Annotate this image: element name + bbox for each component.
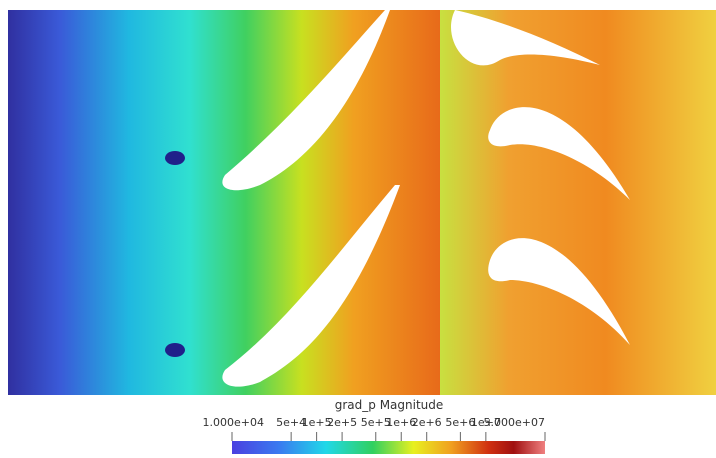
stator-field: [8, 10, 440, 395]
colorbar-limit-label: 1.000e+04: [203, 416, 264, 429]
visualization: grad_p Magnitude 1.000e+045.000e+075e+41…: [0, 0, 716, 454]
rotor-field: [440, 10, 716, 395]
vortex: [165, 343, 185, 357]
colorbar: [232, 441, 545, 454]
colorbar-title: grad_p Magnitude: [335, 398, 444, 412]
colorbar-tick-label: 2e+6: [412, 416, 442, 429]
colorbar-tick-label: 1e+7: [471, 416, 501, 429]
vortex: [165, 151, 185, 165]
flow-field: [8, 10, 716, 395]
colorbar-tick-label: 2e+5: [327, 416, 357, 429]
